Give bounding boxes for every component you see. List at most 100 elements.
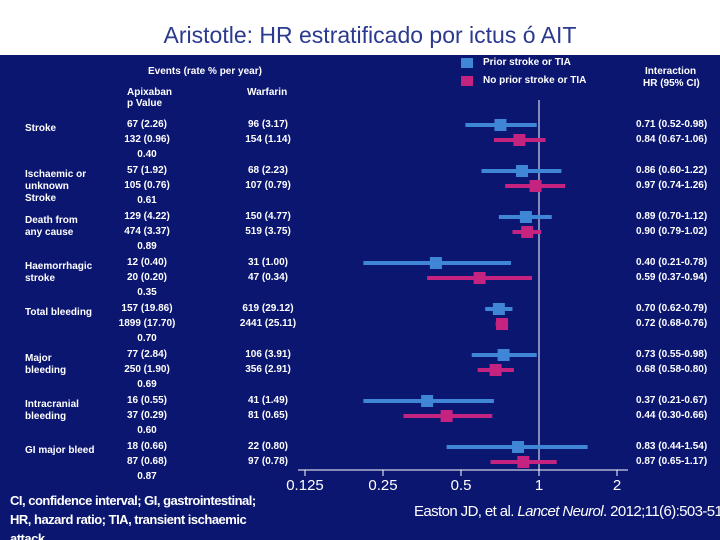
warfarin-cell: 154 (1.14) [245, 134, 291, 145]
warfarin-cell: 106 (3.91) [245, 349, 291, 360]
hr-label: 0.83 (0.44-1.54) [636, 441, 708, 452]
apixaban-cell: 105 (0.76) [124, 180, 170, 191]
warfarin-cell: 107 (0.79) [245, 180, 291, 191]
hr-label: 0.71 (0.52-0.98) [636, 119, 708, 130]
hr-label: 0.59 (0.37-0.94) [636, 272, 708, 283]
warfarin-cell: 41 (1.49) [247, 395, 289, 406]
p-value-cell: 0.69 [137, 379, 157, 390]
apixaban-cell: 474 (3.37) [124, 226, 170, 237]
apixaban-cell: 87 (0.68) [126, 456, 168, 467]
hr-point [513, 134, 526, 146]
outcome-label: Stroke [25, 123, 57, 134]
hr-label: 0.44 (0.30-0.66) [636, 410, 708, 421]
hr-label: 0.37 (0.21-0.67) [636, 395, 708, 406]
apixaban-cell: 77 (2.84) [126, 349, 168, 360]
footnote: CI, confidence interval; GI, gastrointes… [10, 493, 256, 540]
hr-label: 0.73 (0.55-0.98) [636, 349, 708, 360]
p-value-cell: 0.35 [137, 287, 157, 298]
legend-swatch [461, 76, 473, 86]
warfarin-cell: 31 (1.00) [247, 257, 289, 268]
citation-part: Easton JD, et al. [414, 503, 518, 520]
hr-point [519, 211, 532, 223]
apixaban-cell: 57 (1.92) [126, 165, 168, 176]
apixaban-cell: 37 (0.29) [126, 410, 168, 421]
x-tick-label: 0.125 [286, 477, 324, 494]
p-value-cell: 0.60 [137, 425, 157, 436]
p-value-cell: 0.61 [137, 195, 157, 206]
legend-label: No prior stroke or TIA [483, 75, 587, 86]
hr-label: 0.86 (0.60-1.22) [636, 165, 708, 176]
warfarin-cell: 22 (0.80) [247, 441, 289, 452]
events-header: Events (rate % per year) [148, 66, 262, 77]
warfarin-cell: 47 (0.34) [247, 272, 289, 283]
warfarin-cell: 96 (3.17) [247, 119, 289, 130]
hr-point [517, 456, 530, 468]
hr-label: 0.68 (0.58-0.80) [636, 364, 708, 375]
hr-point [421, 395, 434, 407]
column-header: Interaction [645, 66, 697, 77]
hr-point [489, 364, 502, 376]
warfarin-cell: 81 (0.65) [247, 410, 289, 421]
warfarin-cell: 150 (4.77) [245, 211, 291, 222]
apixaban-cell: 67 (2.26) [126, 119, 168, 130]
warfarin-cell: 356 (2.91) [245, 364, 291, 375]
hr-point [440, 410, 453, 422]
outcome-label: Haemorrhagic stroke [25, 261, 93, 284]
p-value-cell: 0.70 [137, 333, 157, 344]
p-value-cell: 0.40 [137, 149, 157, 160]
hr-point [473, 272, 486, 284]
warfarin-cell: 97 (0.78) [247, 456, 289, 467]
warfarin-cell: 619 (29.12) [242, 303, 294, 314]
hr-point [494, 119, 507, 131]
column-header: p Value [127, 98, 163, 109]
hr-label: 0.72 (0.68-0.76) [636, 318, 708, 329]
hr-label: 0.40 (0.21-0.78) [636, 257, 708, 268]
hr-label: 0.70 (0.62-0.79) [636, 303, 708, 314]
apixaban-cell: 157 (19.86) [121, 303, 173, 314]
hr-point [497, 349, 510, 361]
hr-label: 0.84 (0.67-1.06) [636, 134, 708, 145]
legend-swatch [461, 58, 473, 68]
apixaban-cell: 20 (0.20) [126, 272, 168, 283]
warfarin-cell: 68 (2.23) [247, 165, 289, 176]
citation: Easton JD, et al. Lancet Neurol. 2012;11… [414, 503, 720, 521]
x-tick-label: 1 [534, 477, 544, 494]
hr-label: 0.89 (0.70-1.12) [636, 211, 708, 222]
citation-part: Lancet Neurol [517, 503, 604, 520]
p-value-cell: 0.87 [137, 471, 157, 482]
warfarin-cell: 2441 (25.11) [239, 318, 297, 329]
hr-point [521, 226, 534, 238]
apixaban-cell: 129 (4.22) [124, 211, 170, 222]
apixaban-cell: 12 (0.40) [126, 257, 168, 268]
x-tick-label: 0.5 [450, 477, 472, 494]
chart-title: Aristotle: HR estratificado por ictus ó … [163, 22, 577, 48]
column-header: HR (95% CI) [643, 78, 700, 89]
p-value-cell: 0.89 [137, 241, 157, 252]
column-header: Warfarin [247, 87, 288, 98]
apixaban-cell: 16 (0.55) [126, 395, 168, 406]
hr-label: 0.87 (0.65-1.17) [636, 456, 708, 467]
x-tick-label: 0.25 [368, 477, 398, 494]
column-header: Apixaban [127, 87, 173, 98]
hr-label: 0.97 (0.74-1.26) [636, 180, 708, 191]
hr-label: 0.90 (0.79-1.02) [636, 226, 708, 237]
apixaban-cell: 18 (0.66) [126, 441, 168, 452]
apixaban-cell: 1899 (17.70) [118, 318, 176, 329]
warfarin-cell: 519 (3.75) [245, 226, 291, 237]
outcome-label: GI major bleed [25, 445, 95, 456]
hr-point [492, 303, 505, 315]
hr-point [512, 441, 525, 453]
citation-part: . 2012;11(6):503-511. [603, 503, 720, 520]
apixaban-cell: 250 (1.90) [124, 364, 170, 375]
x-tick-label: 2 [612, 477, 622, 494]
panel [0, 55, 720, 540]
outcome-label: Major bleeding [25, 353, 67, 376]
outcome-label: Ischaemic or unknown Stroke [25, 169, 87, 204]
legend-label: Prior stroke or TIA [483, 57, 571, 68]
outcome-label: Death from any cause [25, 215, 78, 238]
apixaban-cell: 132 (0.96) [124, 134, 170, 145]
outcome-label: Intracranial bleeding [25, 399, 79, 422]
hr-point [516, 165, 529, 177]
